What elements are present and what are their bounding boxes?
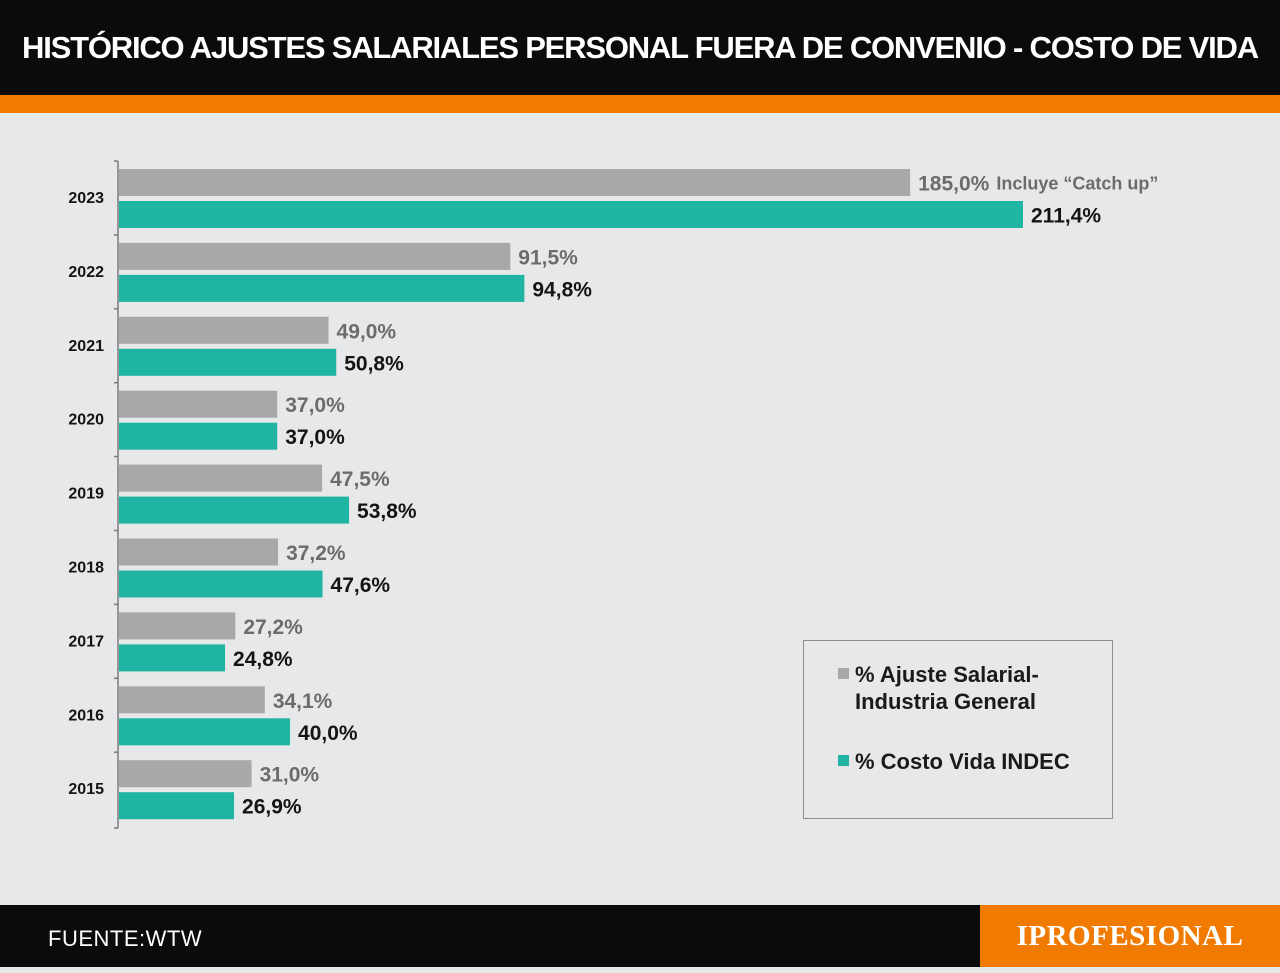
brand-text: IPROFESIONAL (1016, 919, 1244, 952)
bar-costo-2018 (119, 570, 323, 598)
data-label-ajuste-2022: 91,5% (518, 246, 578, 269)
legend-label-ajuste-line1: % Ajuste Salarial- (855, 662, 1039, 687)
bar-chart: 2023 185,0% Incluye “Catch up” 211,4% 2022 91… (68, 160, 1158, 829)
bar-ajuste-2020 (119, 390, 278, 418)
category-label-2018: 2018 (68, 560, 104, 577)
category-label-2017: 2017 (68, 633, 104, 650)
bar-costo-2016 (119, 718, 291, 746)
legend-item-ajuste: % Ajuste Salarial- Industria General (838, 661, 1095, 715)
data-label-ajuste-2021: 49,0% (337, 320, 397, 343)
data-label-costo-2017: 24,8% (233, 648, 293, 671)
data-label-ajuste-2015: 31,0% (260, 764, 320, 787)
data-label-costo-2022: 94,8% (532, 278, 592, 301)
header-bar: HISTÓRICO AJUSTES SALARIALES PERSONAL FU… (0, 0, 1280, 95)
data-label-ajuste-2020: 37,0% (285, 394, 345, 417)
accent-stripe (0, 95, 1280, 113)
category-label-2022: 2022 (68, 264, 104, 281)
legend-label-ajuste-line2: Industria General (855, 689, 1036, 714)
bar-ajuste-2022 (119, 242, 511, 270)
bar-costo-2020 (119, 422, 278, 450)
bar-costo-2019 (119, 496, 350, 524)
bar-ajuste-2017 (119, 612, 236, 640)
bar-ajuste-2019 (119, 464, 323, 492)
data-label-costo-2023: 211,4% (1031, 205, 1101, 228)
data-label-costo-2020: 37,0% (285, 426, 345, 449)
bar-costo-2021 (119, 348, 337, 376)
legend-item-costo: % Costo Vida INDEC (838, 748, 1095, 775)
bar-ajuste-2023 (119, 169, 911, 196)
data-label-costo-2018: 47,6% (331, 574, 391, 597)
bar-ajuste-2018 (119, 538, 279, 566)
bar-costo-2023 (119, 201, 1023, 228)
bar-costo-2022 (119, 274, 525, 302)
category-label-2021: 2021 (68, 338, 104, 355)
bar-ajuste-2016 (119, 686, 265, 714)
bar-costo-2015 (119, 792, 235, 820)
data-label-ajuste-2017: 27,2% (243, 616, 303, 639)
brand-logo: IPROFESIONAL (980, 905, 1280, 967)
data-label-ajuste-2018: 37,2% (286, 542, 346, 565)
category-label-2020: 2020 (68, 412, 104, 429)
source-text: FUENTE:WTW (48, 926, 203, 951)
bar-ajuste-2015 (119, 760, 252, 788)
data-label-costo-2016: 40,0% (298, 722, 358, 745)
category-label-2016: 2016 (68, 707, 104, 724)
legend-label-ajuste: % Ajuste Salarial- Industria General (855, 661, 1095, 715)
data-label-ajuste-2016: 34,1% (273, 690, 333, 713)
data-label-ajuste-2023: 185,0% (918, 173, 990, 196)
data-label-costo-2019: 53,8% (357, 500, 417, 523)
chart-title: HISTÓRICO AJUSTES SALARIALES PERSONAL FU… (22, 29, 1259, 65)
annotation-catch-up: Incluye “Catch up” (996, 174, 1158, 194)
bar-costo-2017 (119, 644, 226, 672)
bar-ajuste-2021 (119, 316, 329, 344)
category-label-2023: 2023 (68, 190, 104, 207)
legend-swatch-teal (838, 755, 849, 766)
data-label-costo-2015: 26,9% (242, 796, 302, 819)
legend-label-costo: % Costo Vida INDEC (855, 749, 1070, 774)
data-label-costo-2021: 50,8% (344, 352, 404, 375)
data-label-ajuste-2019: 47,5% (330, 468, 390, 491)
category-label-2015: 2015 (68, 781, 104, 798)
chart-area: 2023 185,0% Incluye “Catch up” 211,4% 2022 91… (0, 113, 1280, 905)
category-label-2019: 2019 (68, 486, 104, 503)
legend: % Ajuste Salarial- Industria General % C… (803, 640, 1113, 819)
legend-swatch-gray (838, 668, 849, 679)
footer-bar: FUENTE:WTW IPROFESIONAL (0, 905, 1280, 967)
